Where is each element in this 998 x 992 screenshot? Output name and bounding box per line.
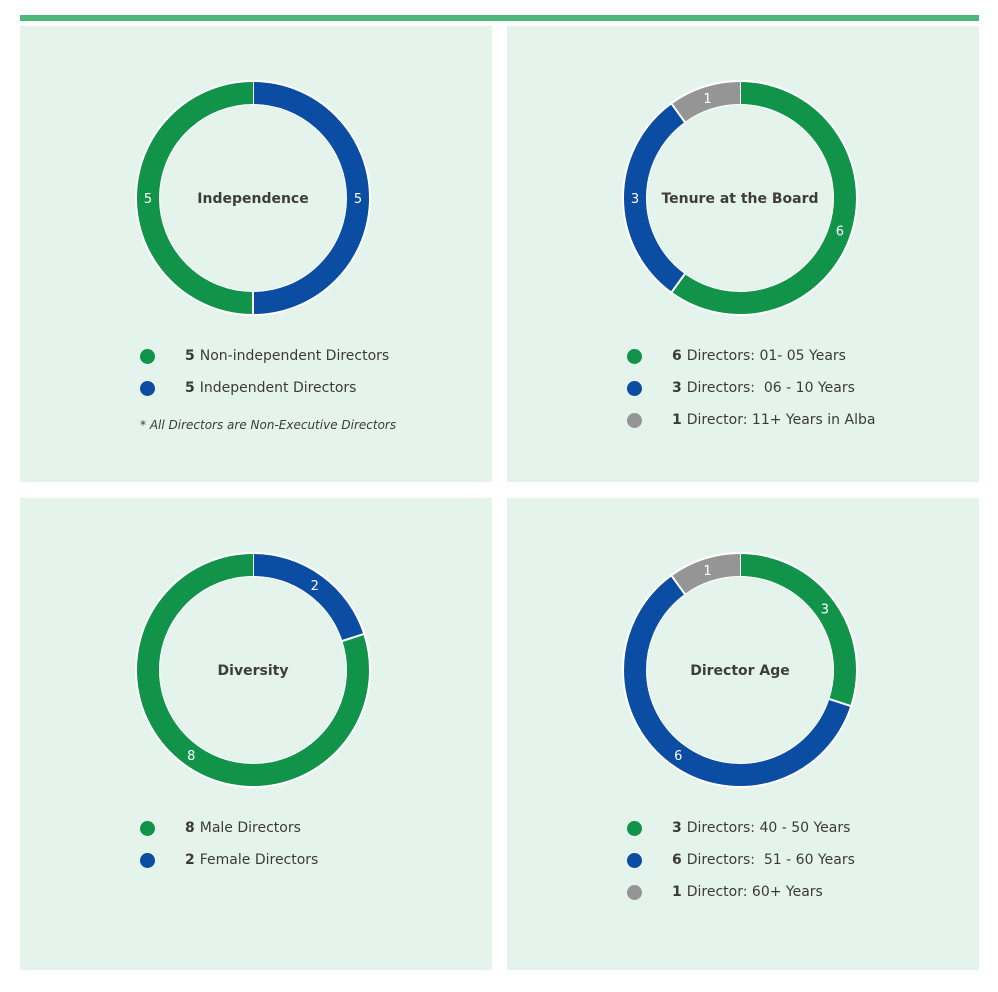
diversity-donut-chart: 2 8 Diversity (135, 552, 371, 788)
director-age-legend-swatch (627, 852, 642, 868)
diversity-legend-swatch (140, 852, 155, 868)
tenure-legend-item: 1 Director: 11+ Years in Alba (627, 404, 875, 436)
independence-legend-label: Non-independent Directors (199, 348, 390, 364)
director-age-legend-swatch (627, 820, 642, 836)
tenure-legend-item: 3 Directors: 06 - 10 Years (627, 372, 875, 404)
tenure-segment-value-label: 3 (631, 192, 639, 207)
tenure-legend-count: 1 (672, 412, 682, 428)
diversity-legend-label: Female Directors (199, 852, 319, 868)
tenure-legend-swatch (627, 380, 642, 396)
diversity-segment (252, 554, 364, 642)
diversity-legend-item: 8 Male Directors (140, 812, 318, 844)
director-age-legend-item: 1 Director: 60+ Years (627, 876, 855, 908)
tenure-legend-item: 6 Directors: 01- 05 Years (627, 340, 875, 372)
director-age-donut-hole (647, 577, 833, 763)
diversity-legend-item: 2 Female Directors (140, 844, 318, 876)
tenure-segment (624, 104, 685, 292)
independence-legend-item: 5 Independent Directors (140, 372, 389, 404)
tenure-legend-swatch (627, 412, 642, 428)
independence-footnote: * All Directors are Non-Executive Direct… (140, 418, 397, 432)
diversity-segment-divider (341, 632, 365, 643)
diversity-legend: 8 Male Directors 2 Female Directors (140, 812, 318, 876)
director-age-segment-value-label: 3 (821, 602, 829, 617)
director-age-legend-label: Directors: 51 - 60 Years (686, 852, 855, 868)
director-age-legend-count: 1 (672, 884, 682, 900)
tenure-legend-label: Director: 11+ Years in Alba (686, 412, 876, 428)
tenure-legend-count: 3 (672, 380, 682, 396)
director-age-legend-item: 3 Directors: 40 - 50 Years (627, 812, 855, 844)
director-age-donut-chart: 3 6 1 Director Age (622, 552, 858, 788)
independence-segment-value-label: 5 (144, 192, 152, 207)
tenure-legend: 6 Directors: 01- 05 Years 3 Directors: 06 -… (627, 340, 875, 436)
diversity-legend-count: 8 (185, 820, 195, 836)
tenure-segment-divider (670, 102, 687, 124)
independence-segment-value-label: 5 (354, 192, 362, 207)
independence-legend-count: 5 (185, 348, 195, 364)
diversity-chart-title: Diversity (218, 663, 289, 679)
tenure-segment (671, 82, 856, 314)
director-age-segment (671, 554, 741, 595)
independence-legend-swatch (140, 348, 155, 364)
diversity-donut-hole (160, 577, 346, 763)
tenure-segment (671, 82, 741, 123)
director-age-legend-item: 6 Directors: 51 - 60 Years (627, 844, 855, 876)
diversity-panel: 2 8 Diversity 8 Male Directors 2 Female Direc… (20, 498, 492, 970)
independence-segment (252, 82, 369, 314)
independence-legend: 5 Non-independent Directors 5 Independent D… (140, 340, 389, 404)
director-age-legend: 3 Directors: 40 - 50 Years 6 Directors: 51 … (627, 812, 855, 908)
tenure-legend-swatch (627, 348, 642, 364)
tenure-segment-divider (670, 272, 687, 294)
diversity-legend-count: 2 (185, 852, 195, 868)
tenure-donut-chart: 6 3 1 Tenure at the Board (622, 80, 858, 316)
tenure-panel: 6 3 1 Tenure at the Board 6 Directors: 01- 0… (507, 26, 979, 482)
director-age-segment (739, 554, 856, 706)
director-age-panel: 3 6 1 Director Age 3 Directors: 40 - 50 Year… (507, 498, 979, 970)
independence-donut-chart: 5 5 Independence (135, 80, 371, 316)
independence-panel: 5 5 Independence 5 Non-independent Director… (20, 26, 492, 482)
diversity-segment (137, 554, 369, 786)
director-age-segment-divider (670, 574, 687, 596)
independence-legend-item: 5 Non-independent Directors (140, 340, 389, 372)
director-age-legend-count: 3 (672, 820, 682, 836)
tenure-legend-count: 6 (672, 348, 682, 364)
director-age-segment-divider (828, 697, 852, 708)
director-age-legend-label: Directors: 40 - 50 Years (686, 820, 851, 836)
director-age-chart-title: Director Age (690, 663, 790, 679)
tenure-donut-hole (647, 105, 833, 291)
independence-chart-title: Independence (197, 191, 308, 207)
director-age-legend-count: 6 (672, 852, 682, 868)
director-age-legend-label: Director: 60+ Years (686, 884, 823, 900)
independence-donut-hole (160, 105, 346, 291)
director-age-legend-swatch (627, 884, 642, 900)
independence-legend-swatch (140, 380, 155, 396)
tenure-segment-value-label: 1 (703, 92, 711, 107)
director-age-segment (624, 576, 851, 786)
top-accent-bar (20, 15, 979, 21)
diversity-segment-value-label: 2 (311, 579, 319, 594)
director-age-segment-value-label: 1 (703, 564, 711, 579)
diversity-legend-swatch (140, 820, 155, 836)
tenure-chart-title: Tenure at the Board (661, 191, 818, 207)
tenure-legend-label: Directors: 01- 05 Years (686, 348, 846, 364)
tenure-segment-value-label: 6 (836, 224, 844, 239)
independence-legend-label: Independent Directors (199, 380, 357, 396)
diversity-legend-label: Male Directors (199, 820, 301, 836)
tenure-legend-label: Directors: 06 - 10 Years (686, 380, 855, 396)
diversity-segment-value-label: 8 (187, 749, 195, 764)
director-age-segment-value-label: 6 (674, 749, 682, 764)
independence-segment (137, 82, 254, 314)
independence-legend-count: 5 (185, 380, 195, 396)
